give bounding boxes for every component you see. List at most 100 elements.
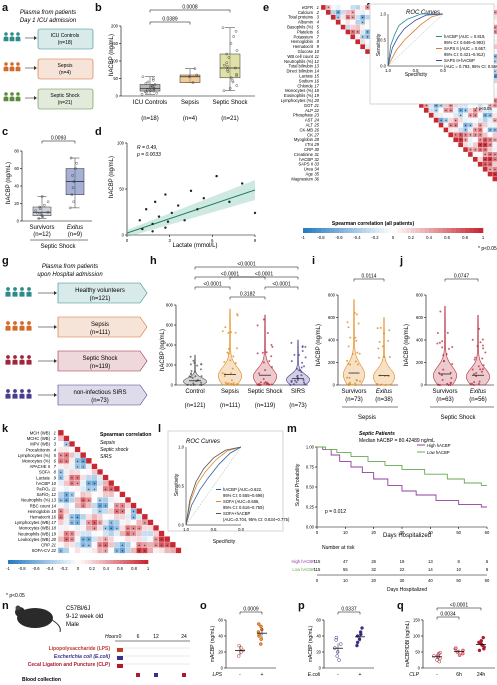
panel-f-x-tick: 0.5 <box>413 68 419 73</box>
panel-k-cell <box>147 536 154 543</box>
panel-e-var-index: 5 <box>317 25 320 30</box>
panel-h-group-point <box>303 383 306 386</box>
panel-k-cell <box>63 513 70 520</box>
person-icon <box>3 32 9 42</box>
panel-d-point <box>228 200 231 204</box>
panel-k-legend-swatch <box>144 560 149 564</box>
panel-e-legend-swatch <box>442 228 448 233</box>
panel-h-group-point <box>261 351 264 354</box>
svgP-x-category: + <box>359 672 362 678</box>
panel-e-sig-star: * <box>489 143 491 148</box>
panel-h-group-point <box>189 355 192 358</box>
svgP-point <box>357 637 362 641</box>
panel-a-title-1: Plasma from patients <box>20 10 76 16</box>
panel-j-survivors-point <box>446 331 449 334</box>
panel-e-sig-star: * <box>494 25 496 30</box>
panel-e-var-index: 28 <box>313 137 319 142</box>
panel-k-cell <box>113 541 120 548</box>
panel-j-y-tick-label: 200 <box>416 360 424 365</box>
panel-k-cell <box>97 525 103 531</box>
panel-f-xlabel: Specificity <box>405 72 428 78</box>
panel-k-cell <box>119 519 126 526</box>
panel-k-legend-swatch <box>57 560 61 564</box>
panel-l-roc: ROC Curves Sensitivity Specificity 0.0 0.… <box>167 430 290 545</box>
panel-b-group-box <box>139 84 161 92</box>
panel-e-legend-swatch <box>456 228 461 233</box>
panel-e-var-label: Sodium <box>299 78 314 83</box>
panel-e-sig-star: * <box>494 153 496 158</box>
panel-h-ylabel: hACBP (ng/mL) <box>160 329 166 371</box>
mouse-body-icon <box>17 608 53 628</box>
panel-h-group-point <box>200 381 203 384</box>
panel-k-cell <box>63 547 70 554</box>
panel-h-violin-plot: hACBP (ng/mL) 0 200 400 600 800 Control (n=121… <box>160 262 310 409</box>
panel-j-y-tick-label: 400 <box>416 338 424 343</box>
panel-e-legend-swatch <box>420 228 425 233</box>
panel-j-survivors-point <box>442 368 445 371</box>
panel-j-category: Exitus <box>470 389 486 395</box>
panel-f-curve-combined <box>387 13 444 67</box>
panel-k-var-index: 8 <box>54 470 57 475</box>
panel-k-cell <box>91 530 98 537</box>
svgP-point <box>338 642 343 646</box>
panel-k-cell <box>57 519 64 526</box>
person-icon <box>26 355 32 365</box>
panel-k-var-index: 5 <box>54 453 57 458</box>
panel-c-y-tick-label: 0 <box>17 219 20 224</box>
svgQ-point <box>454 646 458 650</box>
panel-e-sig-star: * <box>494 118 496 123</box>
panel-b-group-point <box>195 73 199 77</box>
panel-h-group-point <box>192 359 195 362</box>
panel-e-legend-swatch <box>402 228 407 233</box>
panel-d-y-tick-label: 100 <box>117 141 125 146</box>
panel-e-legend-tick: 1 <box>482 235 485 240</box>
panel-e-cell <box>355 19 361 25</box>
panel-k-sig-star: * <box>116 510 118 515</box>
panel-k-sig-star: * <box>105 543 107 548</box>
panel-e-cell <box>463 142 469 148</box>
panel-c-y-tick-label: 80 <box>14 149 19 154</box>
panel-m-risk-xlabel: Days Hospitalized <box>387 587 427 593</box>
panel-b-group-point <box>145 91 148 94</box>
panel-f-y-tick: 0.5 <box>380 38 386 43</box>
person-icon <box>12 355 18 365</box>
panel-h-letter: h <box>150 255 157 267</box>
person-head <box>27 355 31 359</box>
cohort-n: (n=73) <box>91 398 109 404</box>
panel-e-sig-star: * <box>494 30 496 35</box>
panel-e-sig-star: * <box>479 123 481 128</box>
panel-i-survivors-point <box>354 383 357 386</box>
panel-k-cell <box>108 497 115 503</box>
panel-e-var-label: Total proteins <box>288 15 313 20</box>
panel-e-cell <box>345 24 351 30</box>
panel-e-var-index: 16 <box>314 78 319 83</box>
cohort-box <box>57 282 148 304</box>
panel-m-y-tick-label: 0.00 <box>306 525 315 530</box>
person-head <box>4 62 8 66</box>
panel-k-legend-swatch <box>15 560 19 564</box>
panel-k-legend-sub-1: Sepsis <box>100 440 116 446</box>
panel-e-sig-star: * <box>450 104 452 109</box>
panel-e-legend-tick: 0.8 <box>462 235 468 240</box>
panel-k-cell <box>102 491 109 498</box>
panel-k-cell <box>108 541 115 548</box>
svgP-point <box>334 638 338 642</box>
panel-k-legend-swatch <box>116 560 121 564</box>
svgO-y-tick-label: 0 <box>221 666 224 671</box>
panel-j-survivors-point <box>442 354 445 357</box>
panel-k-cell <box>74 536 81 543</box>
panel-k-cell <box>57 485 64 492</box>
panel-k-legend-swatch <box>109 560 114 564</box>
person-head <box>13 355 17 359</box>
panel-m-survival: Septic Patients Median hACBP = 80.42489 … <box>291 431 490 593</box>
panel-e-legend-tick: 0.4 <box>426 235 432 240</box>
panel-d-point <box>157 215 161 218</box>
panel-h-group-point <box>227 352 230 355</box>
panel-e-sig-star: * <box>479 138 481 143</box>
panel-e-cell <box>340 4 346 11</box>
panel-e-legend-swatch <box>348 228 353 233</box>
panel-d-x-tick-label: 3 <box>168 238 171 243</box>
panel-e-var-index: 17 <box>314 83 319 88</box>
person-body <box>19 393 25 399</box>
panel-k-sig-star: * <box>77 521 79 526</box>
